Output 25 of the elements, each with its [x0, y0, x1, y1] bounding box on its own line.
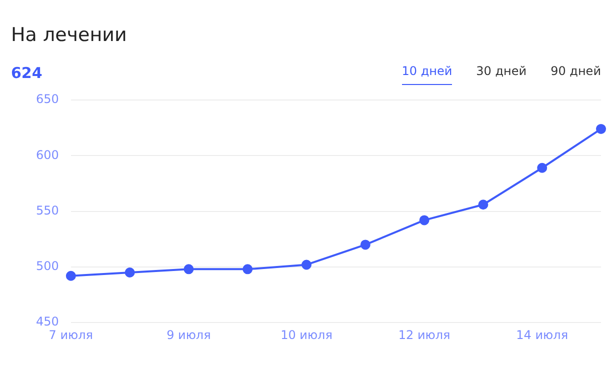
text: 30 дней [476, 64, 527, 80]
x-tick-label: 10 июля [280, 328, 332, 342]
point [184, 264, 194, 274]
x-tick-label: 9 июля [166, 328, 211, 342]
point [66, 270, 76, 281]
point [124, 268, 135, 278]
y-tick-label: 450 [36, 314, 59, 329]
chart-subtitle: 624 [11, 64, 42, 82]
point [242, 264, 253, 274]
text: 10 дней [402, 64, 452, 85]
point [360, 240, 370, 250]
x-tick-label: 7 июля [48, 328, 94, 342]
chart-title: На лечении [11, 24, 127, 46]
y-tick-label: 550 [36, 203, 59, 218]
y-tick-label: 600 [36, 148, 59, 162]
point [478, 200, 488, 210]
x-tick-label: 14 июля [516, 328, 568, 342]
point [537, 162, 548, 173]
y-tick-label: 650 [36, 92, 59, 106]
y-tick-label: 500 [36, 259, 59, 274]
point [302, 260, 312, 270]
point [596, 124, 606, 134]
x-tick-label: 12 июля [398, 328, 450, 342]
point [419, 215, 430, 226]
text: 90 дней [550, 64, 601, 80]
